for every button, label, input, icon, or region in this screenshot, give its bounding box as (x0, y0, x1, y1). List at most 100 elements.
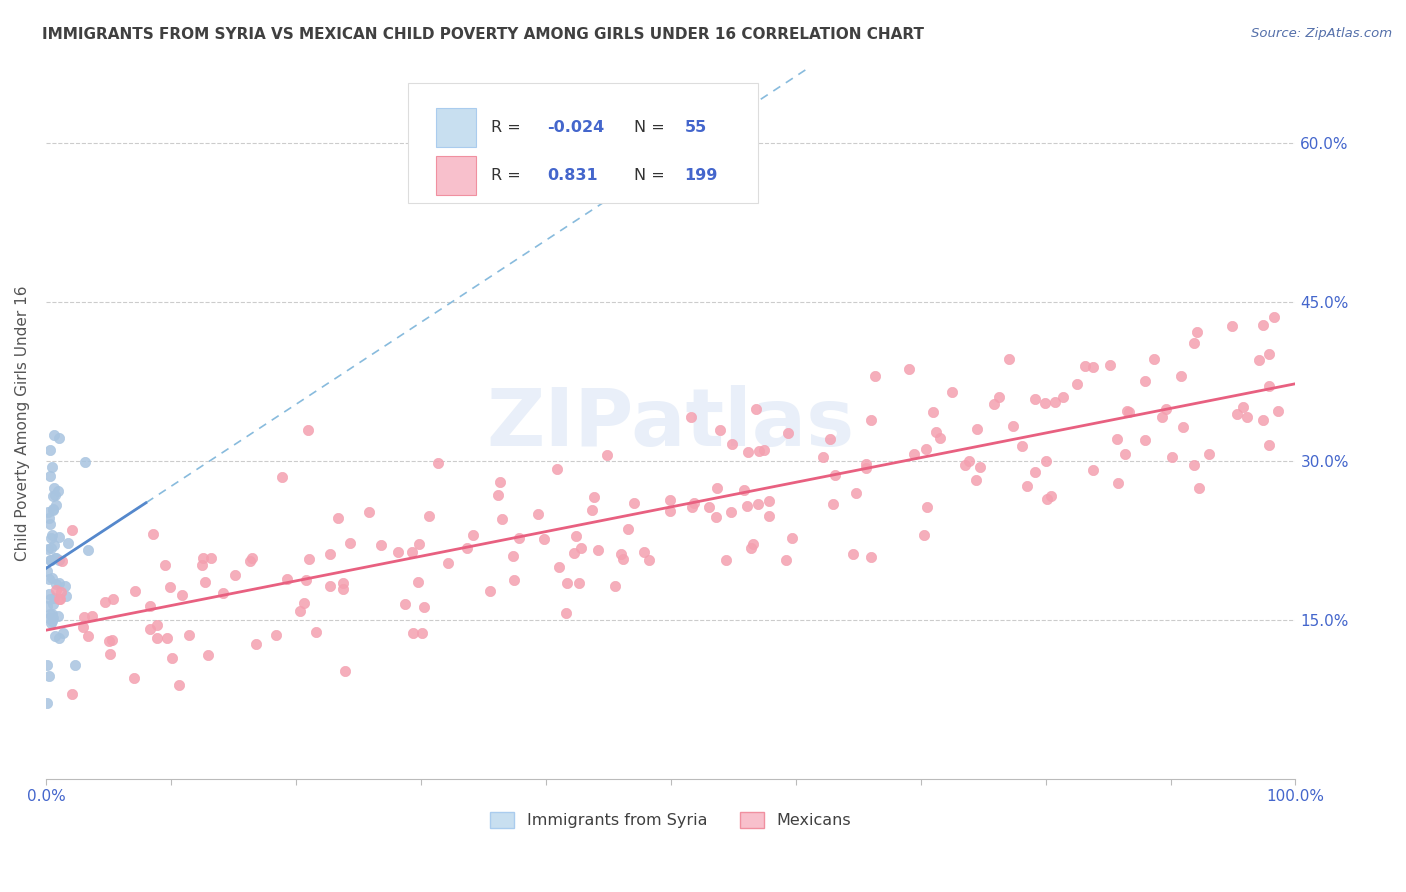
Point (39, 553, 62, 567)
Point (758, 509, 780, 524)
Point (48, 591, 70, 606)
Point (709, 423, 731, 437)
Point (569, 541, 592, 555)
Point (1220, 318, 1243, 333)
Point (239, 554, 262, 568)
Point (983, 397, 1005, 411)
Point (39, 616, 62, 631)
Point (394, 597, 416, 611)
Point (436, 557, 458, 571)
Point (811, 450, 834, 465)
Point (38, 443, 60, 458)
Point (733, 483, 755, 497)
Point (37, 658, 59, 673)
Point (1267, 404, 1289, 418)
Point (1156, 402, 1178, 417)
Point (304, 624, 326, 639)
Point (704, 510, 727, 524)
Point (565, 529, 588, 543)
Point (557, 575, 579, 590)
Point (63, 657, 86, 672)
Point (1098, 358, 1121, 372)
Point (42, 538, 65, 552)
Point (37, 696, 59, 710)
Point (554, 606, 576, 620)
Point (319, 579, 342, 593)
Point (179, 628, 201, 642)
Point (145, 618, 167, 632)
Point (156, 632, 179, 646)
Point (1170, 368, 1192, 383)
Point (406, 575, 429, 590)
Point (41, 571, 63, 585)
Point (533, 532, 555, 546)
Point (915, 442, 938, 457)
Point (1182, 335, 1205, 350)
Point (38, 587, 60, 601)
Point (51, 554, 73, 568)
Text: ZIPatlas: ZIPatlas (486, 384, 855, 463)
Point (775, 552, 797, 566)
Point (1043, 395, 1066, 409)
Point (1035, 491, 1057, 506)
Point (638, 553, 661, 567)
Point (1081, 463, 1104, 477)
Point (997, 351, 1019, 366)
Point (758, 494, 780, 508)
Point (1114, 447, 1136, 461)
Point (45, 498, 67, 512)
Point (456, 541, 478, 555)
Point (903, 446, 925, 460)
Text: IMMIGRANTS FROM SYRIA VS MEXICAN CHILD POVERTY AMONG GIRLS UNDER 16 CORRELATION : IMMIGRANTS FROM SYRIA VS MEXICAN CHILD P… (42, 27, 924, 42)
Point (988, 390, 1011, 404)
Point (1017, 479, 1039, 493)
Text: 199: 199 (685, 168, 718, 183)
Point (745, 402, 768, 417)
Text: 55: 55 (685, 120, 707, 135)
Point (42, 591, 65, 606)
Point (526, 508, 548, 522)
Point (845, 485, 868, 500)
Point (508, 532, 530, 546)
Point (612, 552, 634, 566)
Point (37, 541, 59, 556)
Point (200, 551, 222, 566)
Point (1133, 433, 1156, 447)
Point (609, 548, 631, 562)
Point (1066, 377, 1088, 392)
Point (741, 537, 763, 551)
Point (328, 511, 350, 525)
Point (38, 669, 60, 683)
Point (45, 550, 67, 565)
Point (44, 582, 66, 597)
Point (1118, 405, 1140, 419)
Point (823, 498, 845, 512)
Point (754, 443, 776, 458)
Point (41, 503, 63, 517)
Point (855, 461, 877, 475)
Point (51, 584, 73, 599)
Point (859, 413, 882, 427)
Point (1236, 410, 1258, 425)
Point (969, 460, 991, 475)
Point (922, 405, 945, 419)
Point (1107, 432, 1129, 446)
Point (1133, 375, 1156, 389)
Point (39, 516, 62, 531)
Point (101, 591, 124, 606)
Point (245, 637, 267, 651)
Point (264, 628, 287, 642)
Point (94, 595, 117, 609)
Point (488, 475, 510, 489)
Point (1011, 439, 1033, 453)
Point (479, 584, 502, 599)
Point (1188, 481, 1211, 495)
Point (100, 647, 122, 661)
Point (271, 470, 294, 484)
Text: R =: R = (491, 120, 526, 135)
Point (818, 432, 841, 446)
Point (297, 423, 319, 437)
Point (170, 588, 193, 602)
Point (160, 651, 183, 665)
Point (596, 448, 619, 462)
